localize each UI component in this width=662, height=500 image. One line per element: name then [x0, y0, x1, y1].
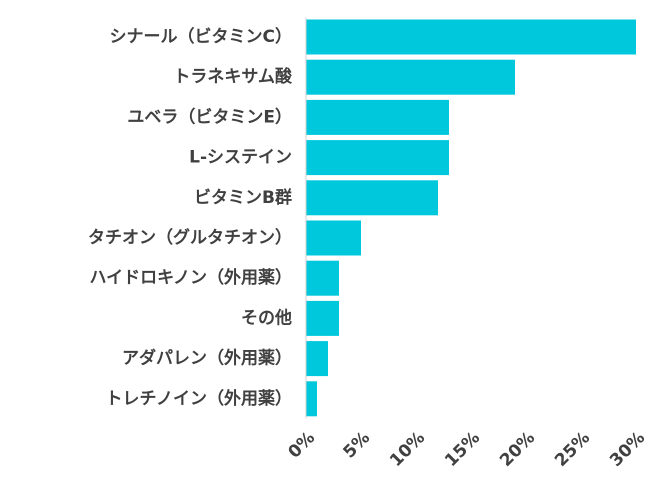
bar-0: [306, 19, 636, 55]
x-tick-label-5: 25%: [551, 428, 594, 471]
bar-4: [306, 180, 438, 216]
bar-9: [306, 381, 317, 417]
category-label-3: L-システイン: [189, 148, 292, 168]
bar-6: [306, 260, 339, 296]
bar-7: [306, 300, 339, 336]
bar-8: [306, 341, 328, 377]
bar-5: [306, 220, 361, 256]
category-label-0: シナール（ビタミンC）: [110, 26, 292, 47]
x-axis-ticks: 0% 5% 10% 15% 20% 25% 30%: [285, 428, 650, 471]
bar-3: [306, 140, 449, 176]
bar-1: [306, 59, 515, 95]
category-label-7: その他: [241, 307, 292, 328]
category-label-4: ビタミンB群: [194, 187, 292, 208]
x-tick-label-3: 15%: [441, 428, 484, 471]
category-label-8: アダパレン（外用薬）: [122, 348, 292, 369]
x-tick-label-6: 30%: [606, 428, 649, 471]
x-tick-label-0: 0%: [285, 428, 320, 463]
category-label-5: タチオン（グルタチオン）: [88, 227, 292, 248]
x-tick-label-1: 5%: [340, 428, 375, 463]
category-label-1: トラネキサム酸: [173, 66, 293, 87]
x-tick-label-2: 10%: [386, 428, 429, 471]
category-label-9: トレチノイン（外用薬）: [106, 388, 293, 409]
bar-2: [306, 99, 449, 135]
x-tick-label-4: 20%: [496, 428, 539, 471]
category-label-2: ユベラ（ビタミンE）: [127, 106, 292, 127]
category-label-6: ハイドロキノン（外用薬）: [90, 267, 292, 288]
bars-group: [306, 19, 636, 417]
